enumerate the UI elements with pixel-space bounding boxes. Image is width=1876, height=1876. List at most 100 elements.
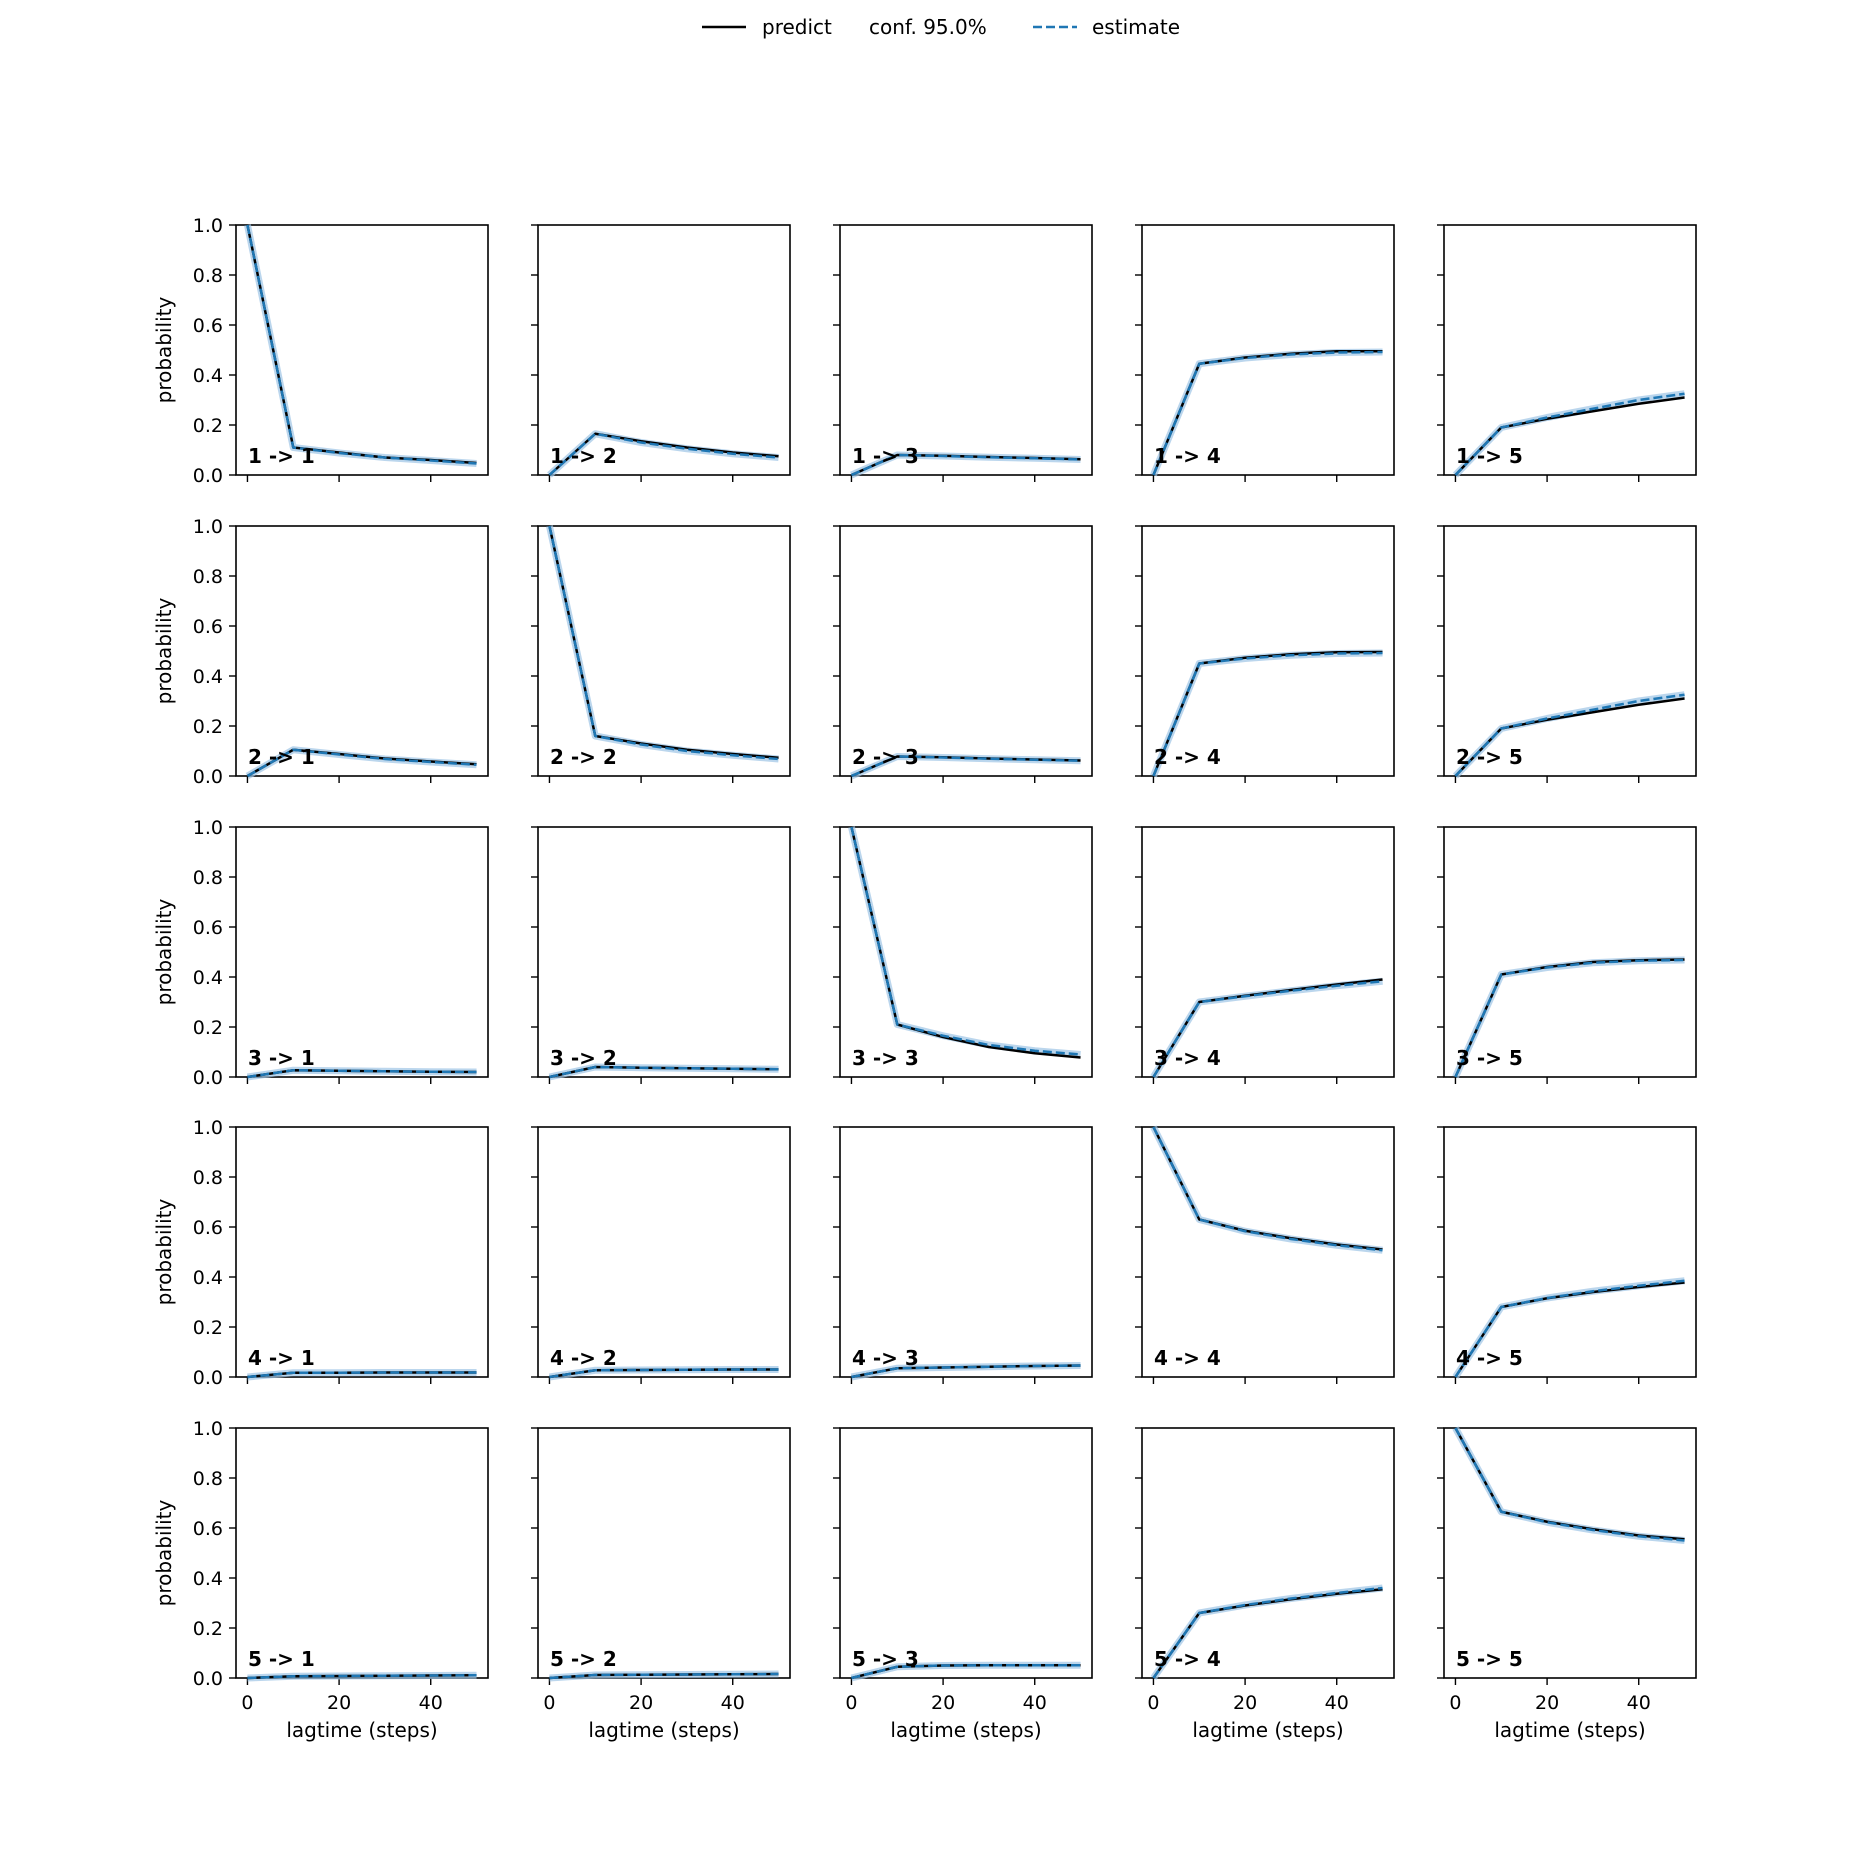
- panel-label: 3 -> 1: [248, 1046, 315, 1070]
- x-tick-label: 40: [1627, 1692, 1651, 1714]
- axes-frame: [1443, 826, 1697, 1078]
- panel-label: 1 -> 1: [248, 444, 315, 468]
- y-tick-label: 0.6: [193, 1217, 223, 1239]
- panel-label: 4 -> 1: [248, 1346, 315, 1370]
- x-tick-label: 0: [1147, 1692, 1159, 1714]
- axes-frame: [537, 1126, 791, 1378]
- panel-4-4: 4 -> 4: [1135, 1125, 1395, 1384]
- panel-label: 3 -> 5: [1456, 1046, 1523, 1070]
- x-tick-label: 0: [543, 1692, 555, 1714]
- panel-label: 4 -> 5: [1456, 1346, 1523, 1370]
- y-tick-label: 0.8: [193, 1167, 223, 1189]
- x-axis-label: lagtime (steps): [1192, 1718, 1343, 1742]
- estimate-line: [850, 755, 1081, 778]
- conf-band: [1150, 1125, 1383, 1254]
- predict-line: [549, 1672, 779, 1680]
- axes-frame: [1443, 1427, 1697, 1679]
- conf-band: [848, 826, 1081, 1058]
- panel-label: 5 -> 5: [1456, 1647, 1523, 1671]
- y-tick-label: 0.0: [193, 1067, 223, 1089]
- y-tick-label: 0.4: [193, 666, 223, 688]
- y-tick-label: 0.8: [193, 566, 223, 588]
- panel-5-5: 0 20 40 lagtime (steps) 5 -> 5: [1437, 1426, 1697, 1742]
- estimate-line: [246, 224, 477, 465]
- y-tick-label: 1.0: [193, 1418, 223, 1440]
- legend: predict conf. 95.0% estimate: [702, 15, 1180, 39]
- x-tick-label: 40: [721, 1692, 745, 1714]
- panel-label: 4 -> 4: [1154, 1346, 1221, 1370]
- y-tick-label: 0.0: [193, 766, 223, 788]
- panel-5-2: 0 20 40 lagtime (steps) 5 -> 2: [531, 1427, 791, 1742]
- x-tick-label: 40: [1325, 1692, 1349, 1714]
- axes-frame: [1443, 525, 1697, 777]
- predict-line: [247, 1069, 477, 1079]
- y-axis-label: probability: [152, 597, 176, 704]
- x-axis-label: lagtime (steps): [890, 1718, 1041, 1742]
- estimate-line: [1152, 1586, 1383, 1679]
- panel-label: 5 -> 1: [248, 1647, 315, 1671]
- axes-frame: [537, 1427, 791, 1679]
- panel-label: 2 -> 5: [1456, 745, 1523, 769]
- y-tick-label: 0.4: [193, 365, 223, 387]
- estimate-line: [1152, 980, 1383, 1078]
- estimate-line: [1454, 693, 1685, 777]
- panel-label: 2 -> 1: [248, 745, 315, 769]
- panel-label: 3 -> 3: [852, 1046, 919, 1070]
- x-tick-label: 0: [1449, 1692, 1461, 1714]
- panel-5-4: 0 20 40 lagtime (steps) 5 -> 4: [1135, 1427, 1395, 1742]
- panel-label: 5 -> 4: [1154, 1647, 1221, 1671]
- predict-line: [549, 1368, 779, 1379]
- axes-frame: [537, 525, 791, 777]
- predict-line: [548, 525, 779, 759]
- axes-frame: [839, 826, 1093, 1078]
- panel-label: 2 -> 4: [1154, 745, 1221, 769]
- panel-3-4: 3 -> 4: [1135, 826, 1395, 1084]
- axes-frame: [1141, 1126, 1395, 1378]
- conf-band: [546, 525, 779, 763]
- panel-label: 5 -> 2: [550, 1647, 617, 1671]
- panel-1-5: 1 -> 5: [1437, 224, 1697, 482]
- x-axis-label: lagtime (steps): [588, 1718, 739, 1742]
- predict-line: [1152, 1126, 1383, 1251]
- predict-line: [850, 826, 1081, 1059]
- y-tick-label: 0.2: [193, 415, 223, 437]
- panel-label: 4 -> 3: [852, 1346, 919, 1370]
- estimate-line: [1454, 958, 1685, 1078]
- axes-frame: [839, 1427, 1093, 1679]
- y-tick-label: 1.0: [193, 215, 223, 237]
- axes-frame: [235, 1427, 489, 1679]
- y-tick-label: 0.0: [193, 1367, 223, 1389]
- y-axis-label: probability: [152, 898, 176, 1005]
- axes-frame: [235, 826, 489, 1078]
- panel-label: 1 -> 4: [1154, 444, 1221, 468]
- y-tick-label: 0.6: [193, 917, 223, 939]
- estimate-line: [851, 1664, 1081, 1680]
- x-tick-label: 40: [1023, 1692, 1047, 1714]
- panel-2-1: 0.0 0.2 0.4 0.6 0.8 1.0 probability 2 -> 1: [152, 516, 489, 788]
- panel-4-2: 4 -> 2: [531, 1126, 791, 1384]
- y-tick-label: 0.4: [193, 1568, 223, 1590]
- y-tick-label: 1.0: [193, 817, 223, 839]
- x-tick-label: 20: [1535, 1692, 1559, 1714]
- x-axis-label: lagtime (steps): [1494, 1718, 1645, 1742]
- estimate-line: [1152, 1126, 1383, 1252]
- axes-frame: [1141, 826, 1395, 1078]
- x-tick-label: 0: [241, 1692, 253, 1714]
- estimate-line: [548, 432, 779, 476]
- y-tick-label: 0.2: [193, 1618, 223, 1640]
- estimate-line: [1454, 1279, 1685, 1378]
- y-tick-label: 0.6: [193, 315, 223, 337]
- panel-label: 2 -> 3: [852, 745, 919, 769]
- panel-label: 2 -> 2: [550, 745, 617, 769]
- panel-2-3: 2 -> 3: [833, 525, 1093, 783]
- axes-frame: [235, 525, 489, 777]
- axes-frame: [537, 826, 791, 1078]
- y-tick-label: 1.0: [193, 1117, 223, 1139]
- x-tick-label: 20: [327, 1692, 351, 1714]
- y-tick-label: 0.8: [193, 1468, 223, 1490]
- estimate-line: [548, 525, 779, 761]
- panel-4-1: 0.0 0.2 0.4 0.6 0.8 1.0 probability 4 -> 1: [152, 1117, 489, 1389]
- axes-frame: [1443, 224, 1697, 476]
- axes-frame: [1141, 1427, 1395, 1679]
- x-tick-label: 20: [1233, 1692, 1257, 1714]
